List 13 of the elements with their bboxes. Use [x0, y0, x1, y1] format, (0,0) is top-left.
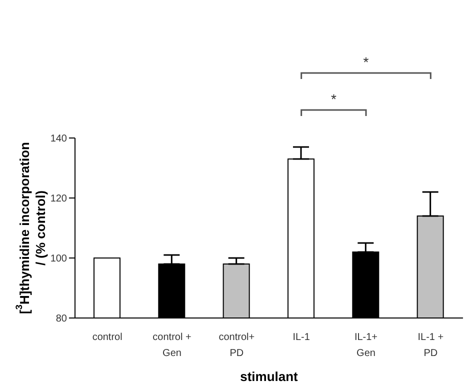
x-tick-label: IL-1 [292, 332, 310, 343]
y-tick-label: 140 [50, 134, 68, 145]
text: * [330, 91, 337, 107]
y-tick-label: 80 [56, 314, 68, 325]
x-tick-label: IL-1+ Gen [354, 332, 378, 359]
x-tick-label: control + Gen [152, 332, 192, 359]
x-axis-title: stimulant [240, 369, 299, 384]
text: * [363, 54, 370, 70]
x-tick-label: IL-1 + PD [418, 332, 444, 359]
y-tick-label: 100 [50, 254, 68, 265]
y-tick-label: 120 [50, 194, 68, 205]
x-tick-label: control [92, 332, 122, 343]
x-tick-label: control+ PD [218, 332, 255, 359]
